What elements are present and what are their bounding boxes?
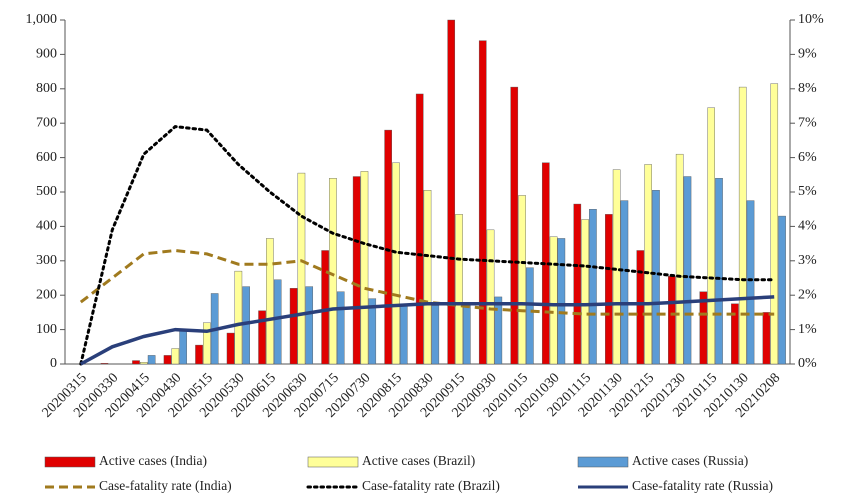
y-tick-label: 500 [36,184,57,199]
bar [778,215,786,365]
bar [147,355,156,365]
bar [510,86,519,365]
bar [652,190,660,365]
y2-tick-label: 2% [798,287,817,302]
bar [636,250,645,365]
bar [738,86,747,365]
y2-tick-label: 3% [798,253,817,268]
bar [368,298,377,365]
y2-tick-label: 1% [798,322,817,337]
bar [612,169,621,365]
bar [360,171,369,365]
bar [195,344,203,365]
bar [455,214,463,365]
legend-label: Active cases (India) [99,453,207,468]
legend-swatch [307,456,359,468]
bar [494,296,503,365]
bar [423,190,432,365]
bar [715,178,723,365]
bar [336,291,345,365]
bar [329,178,337,365]
bar [392,162,400,365]
bar [581,219,589,365]
bar [399,303,408,365]
y2-tick-label: 4% [798,219,817,234]
legend-label: Active cases (Brazil) [362,453,475,468]
legend-label: Case-fatality rate (India) [99,478,232,493]
y2-tick-label: 8% [798,81,817,96]
y-tick-label: 600 [36,150,57,165]
y2-tick-label: 5% [798,184,817,199]
bar [746,200,755,365]
bar [171,348,180,365]
bar [668,276,676,365]
bar [486,229,495,365]
bar [478,40,487,365]
bar [463,303,471,365]
bar [234,270,243,365]
bar [321,250,329,365]
bar [132,360,140,365]
bar [415,93,424,365]
y-tick-label: 200 [36,287,57,302]
y-tick-label: 300 [36,253,57,268]
legend-swatch [577,456,629,468]
y-tick-label: 0 [50,356,57,371]
legend-swatch [44,456,96,468]
bar [589,208,597,365]
bar [644,164,652,365]
bar [518,195,526,365]
y2-tick-label: 7% [798,115,817,130]
bar [699,291,708,365]
bar [557,238,566,365]
bar [258,310,266,365]
bar [203,322,211,365]
legend-label: Active cases (Russia) [632,453,748,468]
bar [770,83,779,365]
bar [289,288,298,365]
y-tick-label: 800 [36,81,57,96]
y2-tick-label: 10% [798,12,824,27]
bar [179,329,187,365]
bar [163,355,172,365]
y-tick-label: 700 [36,115,57,130]
bar [683,176,692,365]
bar [707,107,715,365]
bar [384,129,392,365]
y-tick-label: 1,000 [26,12,58,27]
bar [352,176,361,365]
bar [447,19,456,365]
y2-tick-label: 9% [798,47,817,62]
line [79,125,776,366]
bar [266,238,274,365]
bar [731,303,739,365]
y-tick-label: 900 [36,47,57,62]
bar [140,362,148,365]
bar [305,286,314,365]
bar [431,305,440,365]
legend-label: Case-fatality rate (Brazil) [362,478,500,493]
bar [100,363,109,365]
bar [675,153,684,365]
bar [526,267,534,365]
y-tick-label: 400 [36,219,57,234]
bar [762,312,771,365]
bar [605,214,613,365]
bar [549,236,558,365]
bar [226,332,235,365]
y-tick-label: 100 [36,322,57,337]
legend-label: Case-fatality rate (Russia) [632,478,773,493]
bar [620,200,629,365]
bar [273,279,282,365]
bar [573,203,582,365]
y2-tick-label: 6% [798,150,817,165]
line [79,295,775,366]
legend: Active cases (India) Active cases (Brazil… [44,453,773,493]
y2-tick-label: 0% [798,356,817,371]
bar [297,172,306,365]
